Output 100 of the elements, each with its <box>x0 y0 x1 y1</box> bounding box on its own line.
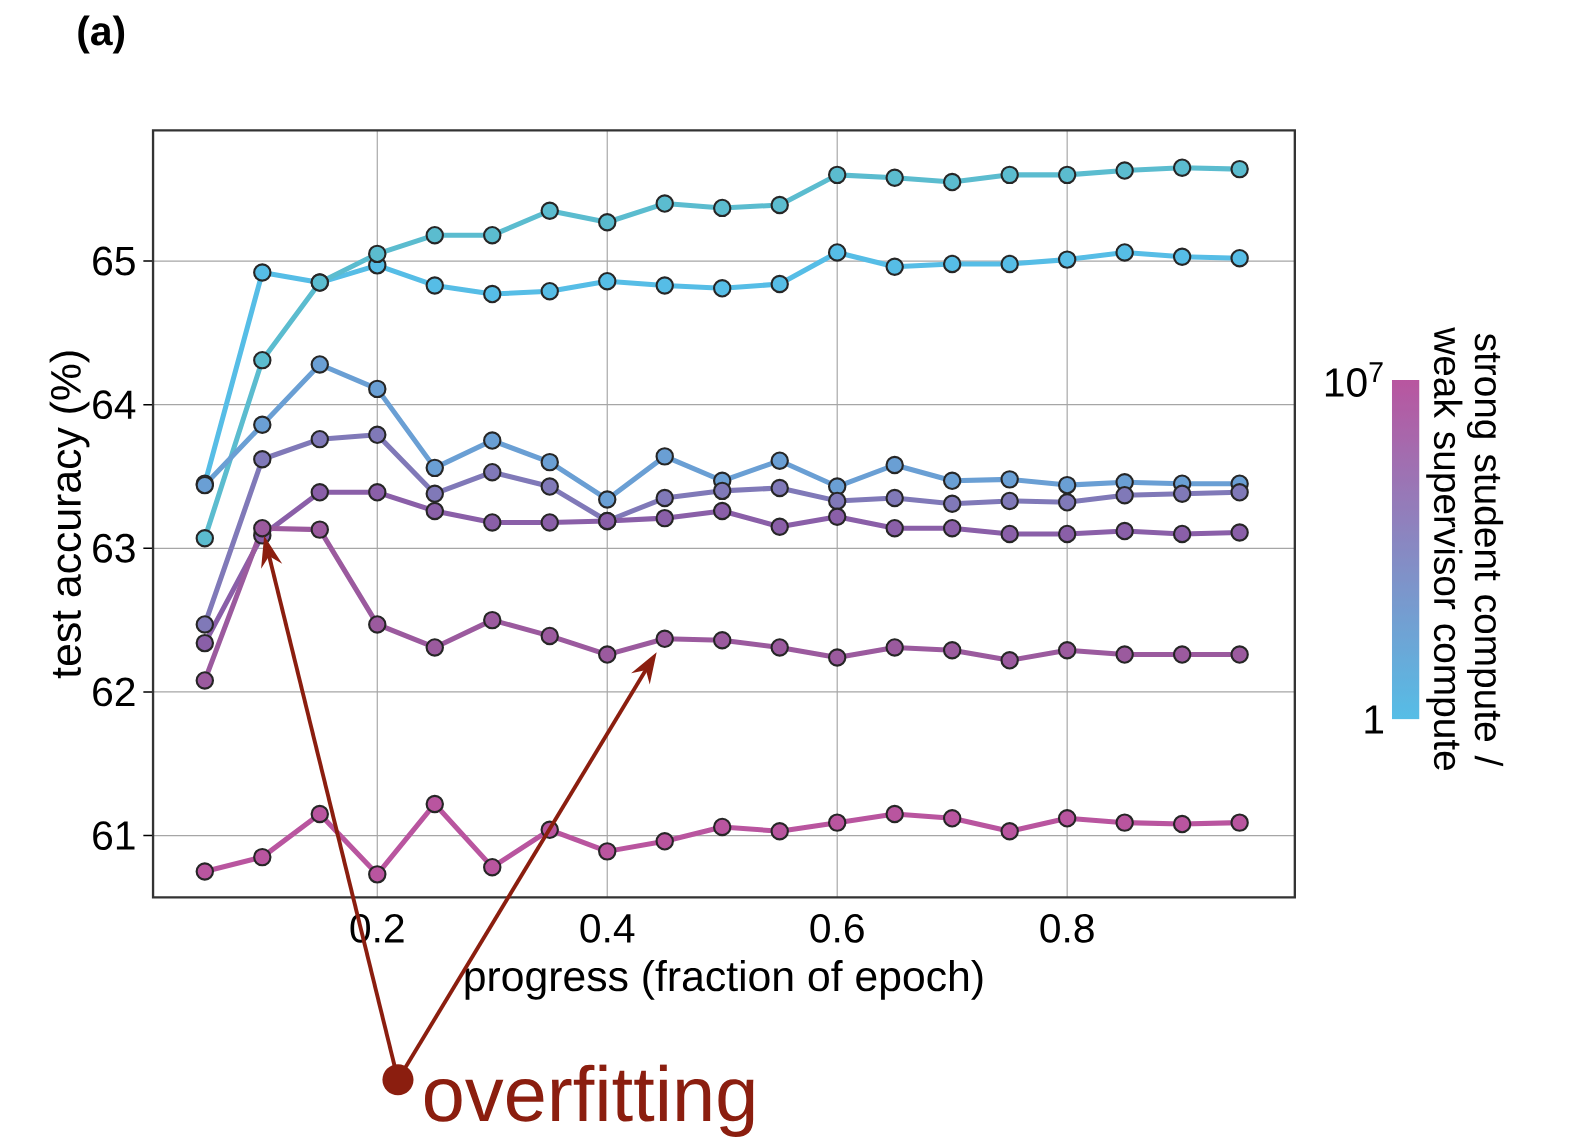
point <box>425 225 444 245</box>
point <box>942 809 962 828</box>
point <box>310 804 330 824</box>
point <box>712 279 732 298</box>
point <box>1172 247 1192 266</box>
point <box>655 194 674 213</box>
point <box>1115 161 1134 180</box>
point <box>483 284 502 304</box>
point <box>1172 645 1192 664</box>
point <box>712 817 732 837</box>
point <box>1000 822 1019 841</box>
point <box>195 529 215 548</box>
point <box>1115 521 1134 541</box>
point <box>483 462 502 482</box>
point <box>1057 809 1077 828</box>
point <box>885 518 904 538</box>
point <box>885 168 904 187</box>
point <box>425 501 444 521</box>
point <box>655 508 674 528</box>
point <box>253 350 272 370</box>
point <box>1057 493 1077 512</box>
point <box>253 450 272 469</box>
point <box>195 615 215 634</box>
point <box>827 813 847 832</box>
color-bar-label: 10$^{7}$ <box>1325 362 1383 397</box>
point <box>827 507 847 526</box>
point <box>1230 645 1249 664</box>
point <box>368 379 387 399</box>
point <box>253 847 272 867</box>
point <box>1172 814 1192 834</box>
point <box>540 626 559 646</box>
point <box>655 832 674 851</box>
color-bar-title: strong student compute / weak supervisor compute <box>1426 327 1504 770</box>
point <box>368 615 387 634</box>
point <box>655 629 674 649</box>
point <box>885 804 904 824</box>
point <box>885 638 904 657</box>
color-bar-label: 1 <box>1365 705 1384 734</box>
point <box>425 484 444 503</box>
point <box>712 198 732 218</box>
point <box>655 276 674 295</box>
text: overfitting <box>424 1064 754 1137</box>
point <box>1000 254 1019 274</box>
point <box>598 490 617 509</box>
x-axis-title: progress (fraction of epoch) <box>465 959 983 1000</box>
y-axis-title: test accuracy (%) <box>49 351 90 679</box>
point <box>483 857 502 877</box>
point <box>712 631 732 650</box>
point <box>598 645 617 664</box>
point <box>770 517 789 536</box>
chart-title: (a) <box>78 15 125 54</box>
point <box>1115 485 1134 505</box>
point <box>1172 484 1192 503</box>
point <box>1115 813 1134 832</box>
point <box>942 172 962 192</box>
point <box>770 638 789 657</box>
point <box>1230 248 1249 268</box>
point <box>655 488 674 508</box>
point <box>1057 250 1077 269</box>
x-tick-label: 0.6 <box>810 913 864 943</box>
point <box>483 431 502 450</box>
point <box>540 477 559 496</box>
point <box>598 842 617 861</box>
point <box>310 483 330 502</box>
point <box>195 862 215 881</box>
point <box>483 225 502 245</box>
y-tick-label: 65 <box>93 246 135 276</box>
x-tick-label: 0.4 <box>580 913 635 943</box>
point <box>1172 524 1192 544</box>
point <box>540 452 559 472</box>
point <box>425 794 444 814</box>
point <box>1115 243 1134 262</box>
point <box>1057 475 1077 495</box>
point <box>1057 165 1077 185</box>
point <box>770 195 789 215</box>
y-tick-label: 64 <box>93 390 136 420</box>
point <box>770 274 789 294</box>
point <box>827 491 847 511</box>
x-tick-label: 0.8 <box>1040 913 1094 943</box>
point <box>253 415 272 435</box>
point <box>1172 158 1192 177</box>
point <box>827 648 847 667</box>
point <box>540 281 559 301</box>
point <box>540 513 559 532</box>
point <box>1115 645 1134 664</box>
point <box>368 244 387 264</box>
point <box>1000 524 1019 544</box>
point <box>310 355 330 374</box>
point <box>368 865 387 884</box>
point <box>712 481 732 501</box>
point <box>942 254 962 274</box>
point <box>942 494 962 514</box>
point <box>942 471 962 491</box>
point <box>195 671 215 690</box>
point <box>655 447 674 466</box>
point <box>425 638 444 657</box>
point <box>942 641 962 660</box>
point <box>253 263 272 282</box>
point <box>885 455 904 475</box>
point <box>827 243 847 262</box>
